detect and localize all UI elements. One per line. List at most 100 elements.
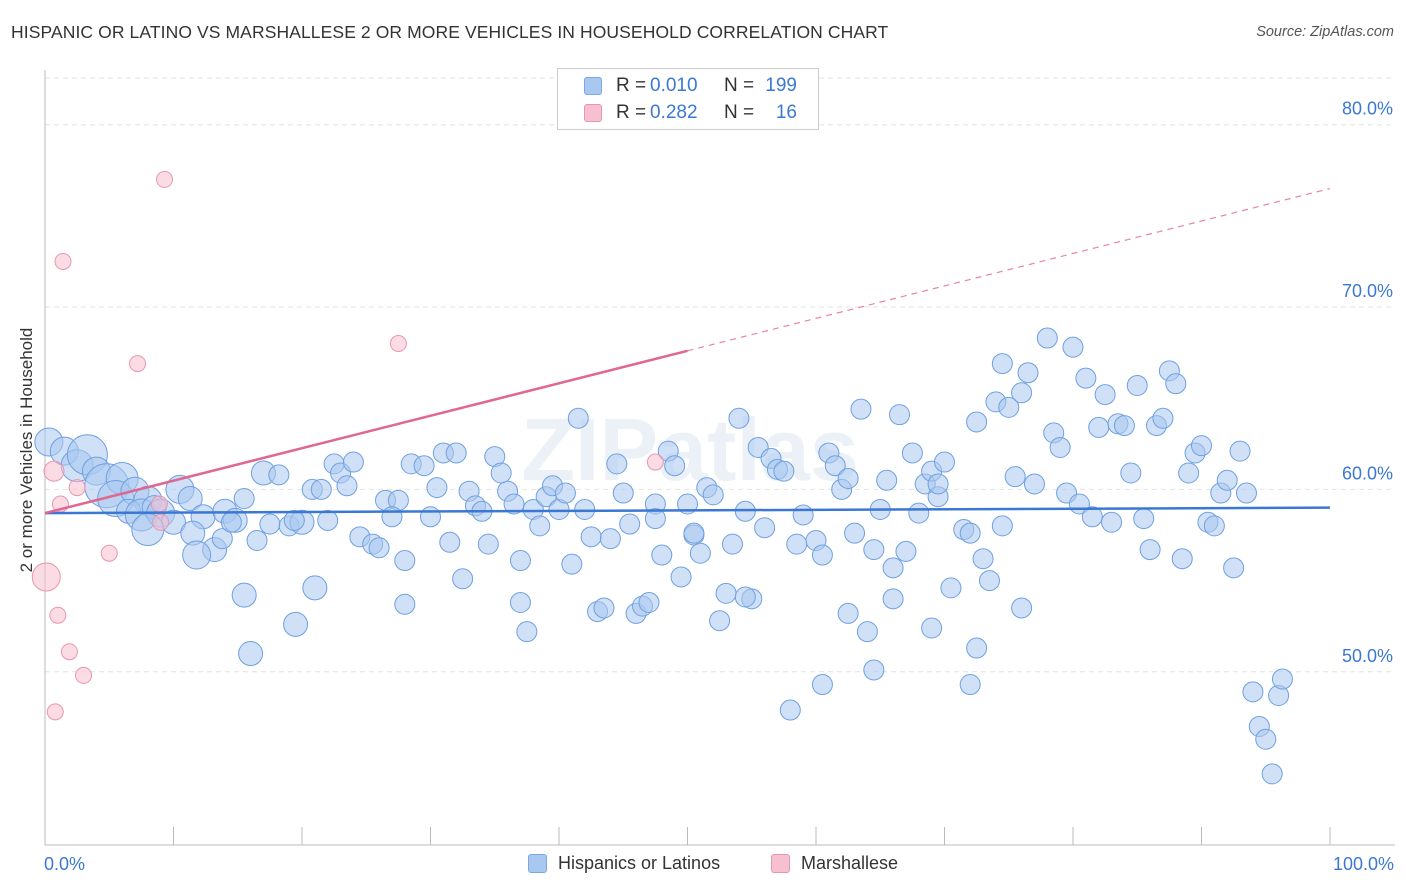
hispanic-point — [426, 477, 448, 499]
hispanic-point — [715, 582, 737, 604]
hispanic-point — [1255, 728, 1277, 750]
marshallese-point — [68, 479, 86, 497]
hispanic-point — [259, 513, 281, 535]
marshallese-point — [129, 355, 147, 373]
hispanic-point — [283, 509, 305, 531]
hispanic-point — [336, 475, 358, 497]
hispanic-point — [644, 508, 666, 530]
hispanic-point — [302, 575, 328, 601]
marshallese-point — [152, 513, 170, 531]
hispanic-point — [991, 515, 1013, 537]
hispanic-point — [268, 464, 290, 486]
hispanic-point — [1120, 462, 1142, 484]
hispanic-point — [452, 568, 474, 590]
hispanic-point — [786, 533, 808, 555]
hispanic-point — [1203, 515, 1225, 537]
marshallese-swatch — [771, 854, 790, 873]
hispanic-point — [445, 442, 467, 464]
hispanic-point — [754, 517, 776, 539]
hispanic-point — [837, 602, 859, 624]
hispanic-point — [901, 442, 923, 464]
hispanic-point — [734, 586, 756, 608]
hispanic-point — [310, 478, 332, 500]
r-label: R = — [616, 75, 647, 96]
marshallese-trend-line — [44, 349, 688, 515]
hispanic-point — [863, 539, 885, 561]
hispanic-point — [1165, 373, 1187, 395]
legend-label: Hispanics or Latinos — [558, 853, 721, 873]
hispanic-point — [1101, 511, 1123, 533]
hispanic-point — [677, 493, 698, 515]
hispanic-point — [792, 504, 814, 526]
hispanic-point — [1139, 539, 1161, 561]
marshallese-point — [49, 606, 67, 624]
hispanic-point — [1004, 466, 1026, 488]
legend-label: Marshallese — [801, 853, 899, 873]
hispanic-point — [394, 550, 416, 572]
hispanic-point — [908, 502, 930, 524]
hispanic-point — [1216, 469, 1238, 491]
hispanic-point — [1242, 681, 1264, 703]
marshallese-point — [646, 453, 664, 471]
hispanic-point — [1081, 506, 1103, 528]
hispanic-point — [220, 511, 242, 533]
chart-title: HISPANIC OR LATINO VS MARSHALLESE 2 OR M… — [11, 22, 889, 42]
hispanic-point — [1113, 415, 1135, 437]
hispanic-point — [940, 577, 962, 599]
r-value: 0.282 — [650, 102, 698, 123]
hispanic-point — [211, 528, 233, 550]
hispanic-point — [1223, 557, 1245, 579]
data-points — [31, 170, 1293, 785]
hispanic-point — [1133, 508, 1155, 530]
hispanic-point — [998, 396, 1020, 418]
hispanic-point — [231, 582, 257, 608]
hispanic-point — [811, 544, 833, 566]
hispanic-point — [529, 515, 551, 537]
marshallese-point — [150, 495, 168, 513]
hispanic-point — [709, 610, 731, 632]
hispanic-point — [921, 617, 943, 639]
chart-source: Source: ZipAtlas.com — [1256, 24, 1394, 40]
hispanic-point — [381, 506, 403, 528]
axes — [44, 70, 1395, 846]
hispanic-point — [927, 473, 949, 495]
hispanic-point — [959, 522, 981, 544]
hispanic-point — [246, 529, 268, 551]
hispanic-point — [1075, 367, 1097, 389]
hispanic-point — [1094, 384, 1116, 406]
hispanic-point — [567, 407, 589, 429]
hispanic-point — [561, 553, 583, 575]
hispanic-point — [342, 451, 364, 473]
hispanic-point — [876, 469, 898, 491]
hispanic-point — [966, 637, 988, 659]
y-tick-label: 50.0% — [1342, 646, 1393, 666]
hispanic-point — [490, 462, 512, 484]
hispanic-point — [619, 513, 641, 535]
hispanic-point — [477, 533, 499, 555]
r-value: 0.010 — [650, 75, 698, 96]
hispanic-point — [882, 588, 904, 610]
hispanic-point — [721, 533, 743, 555]
hispanic-point — [773, 460, 795, 482]
n-label: N = — [724, 75, 755, 96]
hispanic-point — [889, 404, 911, 426]
y-tick-label: 80.0% — [1342, 99, 1393, 119]
hispanic-point — [593, 597, 615, 619]
hispanic-point — [1036, 327, 1058, 349]
hispanic-point — [233, 488, 255, 510]
hispanic-point — [368, 537, 390, 559]
hispanic-point — [702, 484, 724, 506]
hispanic-point — [664, 455, 686, 477]
marshallese-point — [156, 170, 174, 188]
y-tick-label: 60.0% — [1342, 463, 1393, 483]
hispanic-point — [606, 453, 628, 475]
tick-labels: 50.0% 60.0% 70.0% 80.0% 0.0% 100.0% — [44, 99, 1394, 874]
marshallese-trend-extension — [687, 187, 1331, 352]
n-value: 199 — [765, 75, 797, 96]
hispanic-point — [509, 591, 531, 613]
legend-row-marshallese: R = 0.282 N = 16 — [558, 102, 818, 126]
hispanic-point — [1088, 416, 1110, 438]
hispanic-point — [599, 528, 621, 550]
hispanic-point — [1235, 482, 1257, 504]
